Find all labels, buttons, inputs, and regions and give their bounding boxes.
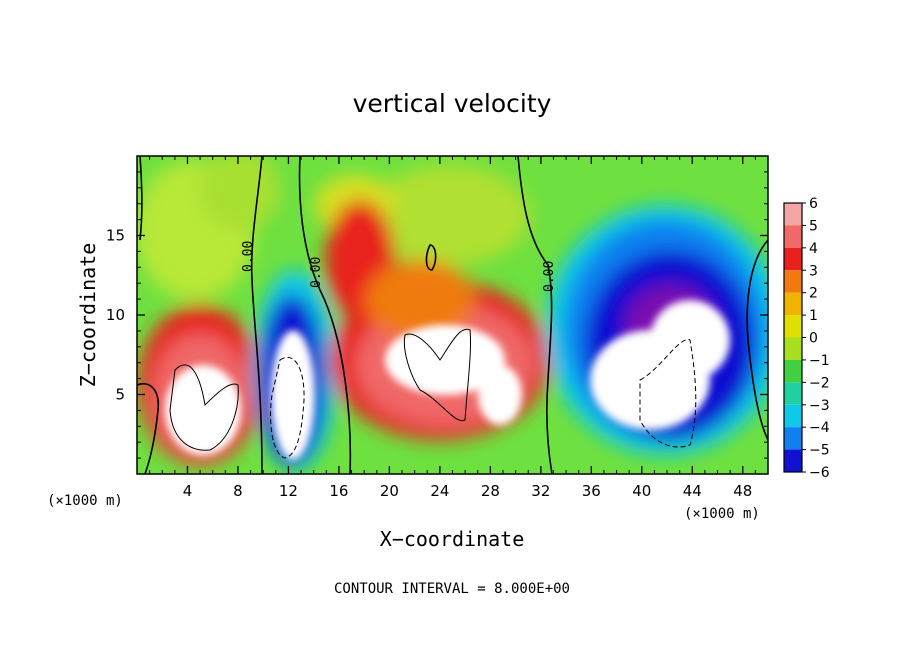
colorbar-label: 3 xyxy=(809,263,818,279)
zero-contour xyxy=(139,156,143,241)
field-core xyxy=(385,325,505,395)
contour-label: 0.00 xyxy=(309,257,324,288)
zero-contour xyxy=(250,156,263,474)
colorbar-label: −5 xyxy=(809,443,830,459)
colorbar-label: −2 xyxy=(809,375,830,391)
contour-label: 0.00 xyxy=(542,261,557,292)
colorbar-swatch xyxy=(784,203,802,226)
colorbar-swatch xyxy=(784,270,802,293)
x-tick-label: 16 xyxy=(329,482,348,500)
colorbar-label: 5 xyxy=(809,218,818,234)
core-contour xyxy=(403,328,472,422)
x-unit-label-right: (×1000 m) xyxy=(684,506,760,522)
contour-interval-note: CONTOUR INTERVAL = 8.000E+00 xyxy=(334,581,570,597)
x-tick-label: 28 xyxy=(481,482,500,500)
field-core xyxy=(478,365,522,425)
colorbar-label: −3 xyxy=(809,398,830,414)
zero-contour xyxy=(425,244,437,271)
colorbar-swatch xyxy=(784,292,802,316)
x-unit-label-left: (×1000 m) xyxy=(47,493,123,509)
colorbar-swatch xyxy=(784,404,802,428)
y-tick-label: 5 xyxy=(115,386,125,404)
x-axis-label: X−coordinate xyxy=(380,527,525,551)
zero-contour xyxy=(137,383,160,474)
x-tick-label: 48 xyxy=(733,482,752,500)
colorbar-swatch xyxy=(784,247,802,271)
zero-contour xyxy=(746,239,768,441)
core-contour xyxy=(270,357,305,459)
x-axis-ticks: 4 8 12 16 20 24 28 32 36 40 44 48 xyxy=(149,156,756,500)
core-contour xyxy=(169,364,239,451)
colorbar: 6 5 4 3 2 1 0 −1 −2 −3 −4 −5 −6 xyxy=(783,196,830,481)
x-tick-label: 20 xyxy=(380,482,399,500)
colorbar-label: 0 xyxy=(809,331,818,347)
x-tick-label: 32 xyxy=(531,482,550,500)
field-core xyxy=(165,365,241,455)
field-region xyxy=(370,165,530,265)
field-core xyxy=(271,330,315,460)
contour-label-group: 0.00 0.00 0.00 xyxy=(241,241,557,292)
y-axis-label: Z−coordinate xyxy=(76,243,100,388)
y-tick-label: 15 xyxy=(106,227,125,245)
core-contours xyxy=(169,328,697,459)
colorbar-swatch xyxy=(784,359,802,383)
x-tick-label: 40 xyxy=(632,482,651,500)
colorbar-label: 4 xyxy=(809,241,818,257)
colorbar-swatch xyxy=(784,337,802,360)
colorbar-label: −6 xyxy=(809,465,830,481)
colorbar-swatch xyxy=(784,225,802,248)
x-tick-label: 8 xyxy=(233,482,243,500)
colorbar-label: 6 xyxy=(809,196,818,212)
field-region xyxy=(365,260,475,340)
colorbar-label: 2 xyxy=(809,286,818,302)
heatmap-field xyxy=(137,156,768,474)
field-region xyxy=(200,156,280,230)
colorbar-swatch xyxy=(784,427,802,450)
x-tick-label: 12 xyxy=(279,482,298,500)
colorbar-label: 1 xyxy=(809,308,818,324)
colorbar-swatch xyxy=(784,315,802,338)
colorbar-label: −1 xyxy=(809,353,830,369)
zero-contour xyxy=(298,156,352,474)
x-tick-label: 44 xyxy=(683,482,702,500)
x-tick-label: 36 xyxy=(582,482,601,500)
colorbar-label: −4 xyxy=(809,420,830,436)
y-tick-label: 10 xyxy=(106,306,125,324)
colorbar-swatch xyxy=(784,449,802,472)
contour-label: 0.00 xyxy=(241,241,256,272)
colorbar-swatch xyxy=(784,382,802,405)
zero-contour xyxy=(517,156,553,474)
y-axis-ticks: 5 10 15 xyxy=(106,171,768,459)
x-tick-label: 24 xyxy=(430,482,449,500)
x-tick-label: 4 xyxy=(183,482,193,500)
chart-title: vertical velocity xyxy=(353,89,552,118)
core-contour xyxy=(639,339,697,448)
contour-lines xyxy=(137,156,768,474)
